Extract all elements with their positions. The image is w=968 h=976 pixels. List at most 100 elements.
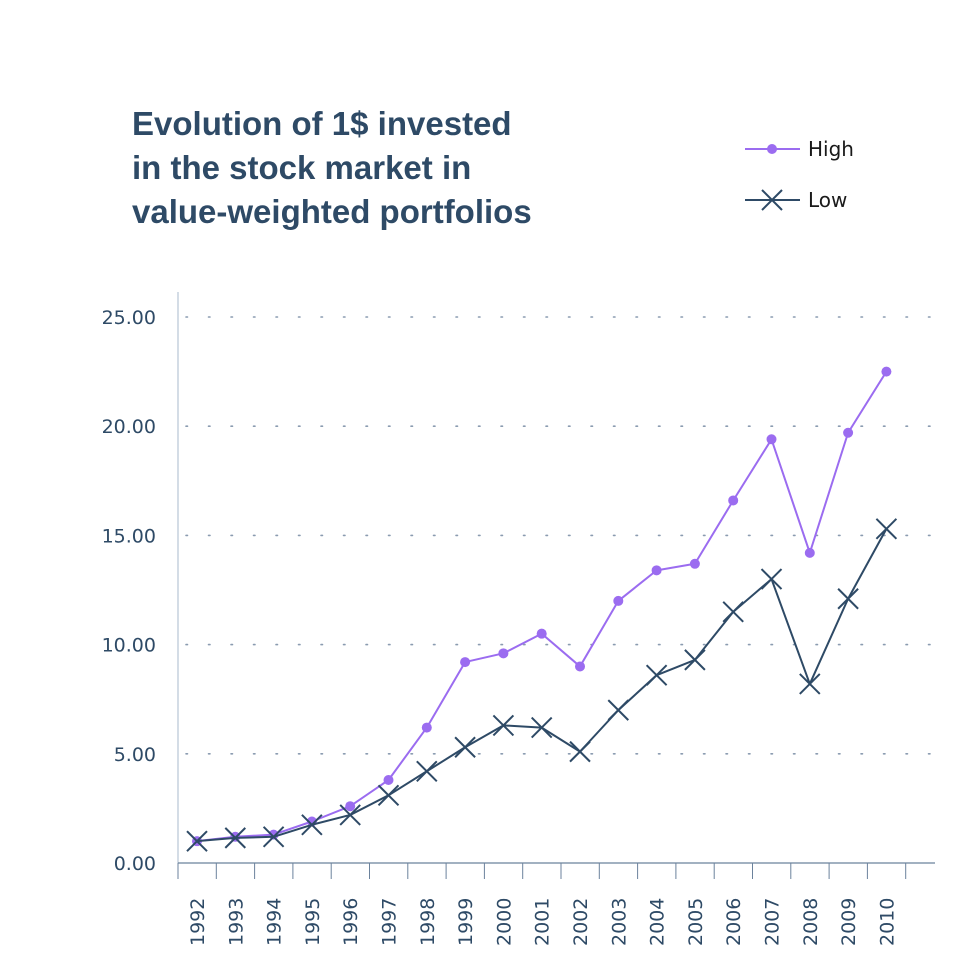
gridlines [185,316,936,755]
data-point [722,601,744,623]
x-tick-label: 2003 [608,898,630,946]
data-point [728,495,739,506]
data-point [613,595,624,606]
chart-title-line-3: value-weighted portfolios [132,193,532,230]
chart-title-line-2: in the stock market in [132,149,472,186]
data-point [530,716,553,739]
marker-stroke [530,716,553,739]
marker-stroke [761,189,783,211]
axes [177,292,935,879]
marker-stroke [224,827,247,849]
x-tick-label: 2008 [800,898,822,946]
x-tick-label: 1995 [302,898,324,946]
y-tick-label: 20.00 [102,416,156,438]
data-point [339,804,361,826]
y-tick-label: 10.00 [102,635,156,657]
marker-stroke [569,740,591,763]
marker-stroke [684,649,706,671]
marker-stroke [607,699,630,721]
data-point [645,664,668,686]
data-series [186,366,898,852]
chart-title-line-1: Evolution of 1$ invested [132,105,512,142]
data-point [301,814,323,836]
data-point [575,661,585,672]
data-point [767,144,777,154]
data-point [186,830,208,852]
data-point [766,434,777,445]
x-tick-label: 1999 [455,898,477,946]
x-tick-label: 1996 [340,898,362,946]
data-point [224,827,247,849]
series-line [196,528,888,843]
data-point [799,673,821,695]
marker-stroke [492,714,515,737]
data-point [377,784,400,807]
x-tick-label: 1997 [379,898,401,946]
marker-stroke [416,760,438,782]
data-point [651,565,662,576]
data-point [416,760,438,782]
data-point [345,801,356,812]
marker-stroke [339,804,361,826]
marker-stroke [301,814,323,836]
data-point [421,722,432,733]
data-point [607,699,630,721]
data-point [837,588,859,610]
x-tick-label: 1998 [417,898,439,946]
x-tick-label: 2004 [647,898,669,946]
data-point [684,649,706,671]
data-point [492,714,515,737]
x-tick-label: 2010 [876,898,898,946]
marker-stroke [645,664,668,686]
y-tick-label: 5.00 [114,744,156,766]
marker-stroke [377,784,400,807]
series-high [192,366,892,847]
data-point [536,628,547,639]
x-tick-label: 1994 [264,898,286,946]
x-tick-label: 2005 [685,898,707,946]
y-tick-label: 15.00 [102,525,156,547]
data-point [689,558,700,569]
x-tick-label: 2001 [532,898,554,946]
data-point [881,366,892,377]
x-tick-label: 1992 [187,898,209,946]
data-point [383,775,394,786]
data-point [760,568,783,590]
legend: High Low [745,137,854,212]
y-tick-label: 0.00 [114,853,156,875]
chart-title: Evolution of 1$ invested in the stock ma… [132,102,652,234]
marker-stroke [837,588,859,610]
data-point [569,740,591,763]
marker-stroke [875,518,898,540]
x-tick-label: 2007 [762,898,784,946]
x-tick-label: 2002 [570,898,592,946]
data-point [262,826,285,848]
legend-label: Low [808,188,847,212]
data-point [804,547,815,558]
legend-label: High [808,137,854,161]
marker-stroke [186,830,208,852]
legend-item-low: Low [745,188,847,212]
marker-stroke [799,673,821,695]
data-point [875,518,898,540]
data-point [498,648,509,659]
legend-item-high: High [745,137,854,161]
x-tick-label: 1993 [225,898,247,946]
y-tick-labels: 0.00 5.00 10.00 15.00 20.00 25.00 [102,307,156,875]
data-point [460,657,471,668]
marker-stroke [262,826,285,848]
data-point [843,427,854,438]
series-line [196,371,888,843]
x-tick-labels: 1992 1993 1994 1995 1996 1997 1998 1999 2000 2001… [187,898,898,946]
marker-stroke [722,601,744,623]
y-tick-label: 25.00 [102,307,156,329]
data-point [761,189,783,211]
data-point [454,736,476,758]
marker-stroke [760,568,783,590]
x-tick-label: 2000 [493,898,515,946]
x-tick-label: 2006 [723,898,745,946]
x-tick-label: 2009 [838,898,860,946]
marker-stroke [454,736,476,758]
